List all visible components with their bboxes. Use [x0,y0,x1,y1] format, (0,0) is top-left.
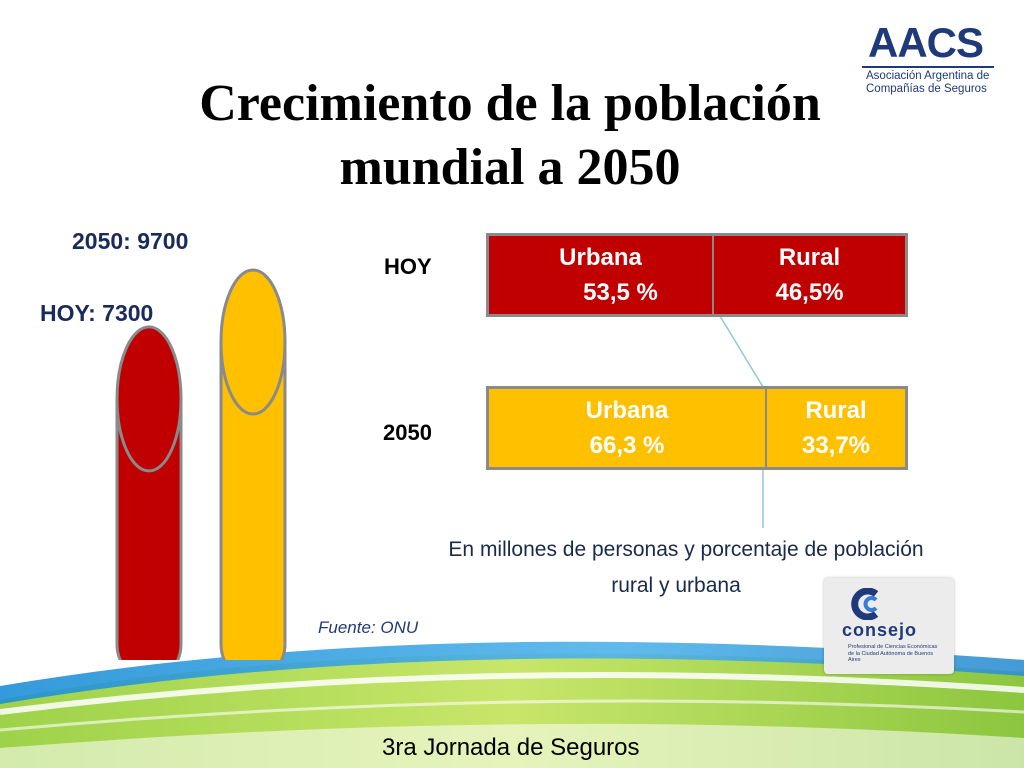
caption-line-2: rural y urbana [611,574,741,597]
split-table-hoy: Urbana 53,5 % Rural 46,5% [486,233,908,317]
chart-caption: En millones de personas y porcentaje de … [380,532,992,604]
footer-text: 3ra Jornada de Seguros [382,734,640,761]
cell-hoy-urban: Urbana 53,5 % [489,236,712,314]
cell-2050-urban-label: Urbana [585,397,669,424]
cell-2050-urban: Urbana 66,3 % [489,389,765,467]
aacs-logo-letters: AACS [868,19,984,66]
source-note: Fuente: ONU [318,618,419,637]
consejo-logo-word: consejo [842,620,918,640]
slide-title: Crecimiento de la población mundial a 20… [100,72,920,200]
cell-hoy-urban-label: Urbana [559,244,642,271]
cell-2050-rural: Rural 33,7% [765,389,905,467]
row-label-hoy: HOY [384,254,432,279]
consejo-logo-subtitle: Profesional de Ciencias Económicas de la… [848,644,938,663]
connector-diagonal [719,315,764,388]
population-cylinder-hoy [115,325,183,660]
cell-2050-rural-value: 33,7% [801,432,871,459]
title-line-2: mundial a 2050 [339,139,681,196]
cell-hoy-rural-value: 46,5% [775,279,844,306]
cylinder-top-hoy [115,325,183,473]
cell-2050-rural-label: Rural [805,397,867,424]
population-cylinder-chart [115,268,287,660]
cell-hoy-urban-value: 53,5 % [583,279,658,306]
caption-line-1: En millones de personas y porcentaje de … [448,538,924,561]
consejo-c-icon [851,588,879,620]
aacs-logo-subtitle-line-1: Asociación Argentina de [866,70,990,82]
aacs-logo-subtitle-line-2: Compañías de Seguros [866,83,987,95]
cylinder-body-2050 [219,340,287,660]
split-table-2050: Urbana 66,3 % Rural 33,7% [486,386,908,470]
pop-label-hoy: HOY: 7300 [40,300,154,326]
consejo-logo: consejo Profesional de Ciencias Económic… [824,578,954,674]
cell-hoy-rural: Rural 46,5% [712,236,905,314]
cell-hoy-rural-label: Rural [778,244,841,271]
population-cylinder-2050 [219,268,287,660]
pop-label-2050: 2050: 9700 [72,228,189,254]
cell-2050-urban-value: 66,3 % [589,432,665,459]
row-label-2050: 2050 [383,420,432,445]
aacs-logo-subtitle: Asociación Argentina de Compañías de Seg… [862,66,994,96]
aacs-logo: AACS Asociación Argentina de Compañías d… [862,19,1002,96]
title-line-1: Crecimiento de la población [199,75,821,132]
cylinder-top-2050 [219,268,287,416]
cylinder-body-hoy [115,397,183,660]
